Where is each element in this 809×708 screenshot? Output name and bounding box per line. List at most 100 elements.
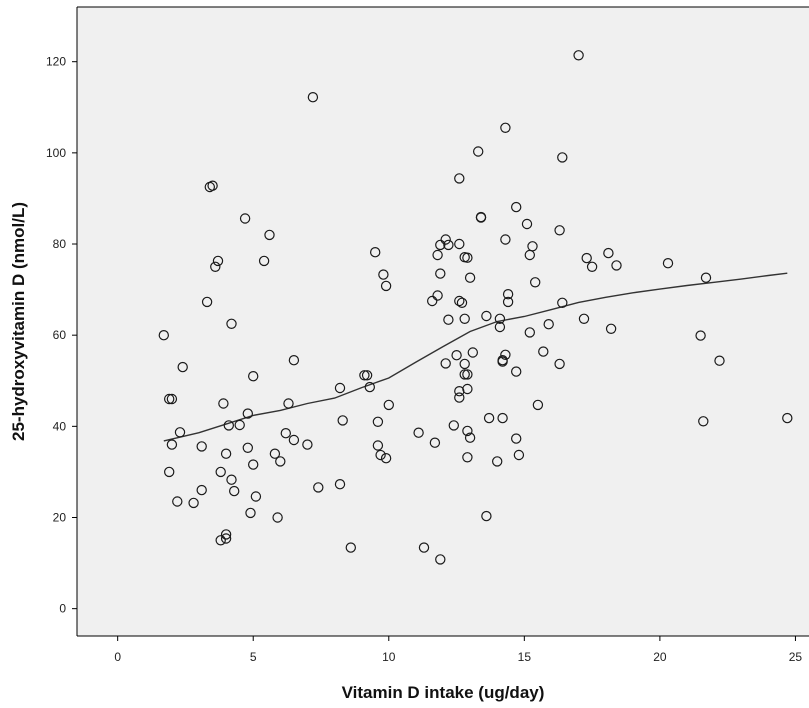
data-point: [418, 542, 430, 553]
data-point: [283, 398, 294, 409]
data-point: [662, 258, 674, 269]
data-point: [380, 280, 392, 292]
data-point: [513, 449, 525, 461]
data-point: [454, 386, 465, 397]
data-point: [443, 239, 454, 251]
y-tick-label: 80: [53, 237, 67, 251]
data-point: [554, 225, 565, 236]
data-point: [432, 249, 443, 261]
x-tick-label: 25: [789, 650, 803, 664]
data-point: [440, 358, 451, 369]
data-point: [380, 453, 392, 464]
data-point: [272, 512, 283, 523]
data-point: [462, 252, 473, 263]
data-point: [464, 432, 476, 443]
data-point: [432, 290, 443, 301]
data-point: [302, 439, 313, 450]
data-point: [218, 398, 229, 409]
data-point: [215, 466, 226, 478]
data-point: [532, 399, 544, 411]
y-tick-label: 20: [53, 510, 67, 524]
data-point: [226, 474, 237, 485]
data-point: [497, 412, 508, 424]
data-point: [264, 229, 275, 241]
data-point: [435, 239, 446, 251]
ticks: 0 5 10 15 20 25 0 20 40 60 80 100 120: [46, 55, 802, 664]
data-point: [220, 529, 232, 540]
data-point: [554, 358, 565, 370]
data-point: [459, 369, 470, 380]
data-point: [586, 261, 598, 272]
data-point: [481, 510, 492, 522]
x-axis-title: Vitamin D intake (ug/day): [342, 683, 545, 702]
data-point: [454, 392, 465, 403]
data-point: [521, 218, 533, 230]
data-point: [543, 319, 554, 330]
data-point: [459, 313, 470, 324]
data-point: [242, 408, 253, 419]
data-point: [245, 507, 256, 519]
y-tick-label: 0: [59, 602, 66, 616]
data-point: [500, 122, 511, 134]
data-point: [782, 412, 793, 424]
data-point: [361, 370, 373, 381]
data-point: [435, 268, 446, 279]
x-tick-label: 20: [653, 650, 667, 664]
data-point: [207, 180, 218, 191]
data-point: [220, 448, 232, 459]
data-points: [158, 50, 793, 565]
data-point: [475, 211, 487, 223]
data-point: [454, 295, 465, 307]
data-point: [364, 381, 375, 393]
data-point: [454, 173, 465, 184]
data-point: [473, 146, 484, 157]
data-point: [698, 416, 709, 427]
data-point: [196, 484, 207, 496]
data-point: [429, 437, 441, 448]
data-point: [557, 152, 568, 163]
data-point: [242, 442, 253, 453]
y-tick-label: 120: [46, 55, 66, 69]
x-tick-label: 15: [518, 650, 532, 664]
data-point: [492, 456, 503, 467]
axes: [76, 6, 809, 637]
data-point: [530, 277, 541, 288]
data-point: [502, 296, 514, 308]
data-point: [234, 419, 245, 431]
data-point: [511, 366, 522, 377]
data-point: [269, 448, 281, 459]
data-point: [174, 427, 186, 438]
data-point: [464, 272, 476, 283]
data-point: [163, 393, 175, 405]
data-point: [462, 452, 473, 463]
data-point: [462, 369, 473, 380]
data-point: [578, 313, 590, 324]
data-point: [483, 412, 495, 424]
data-point: [215, 535, 226, 546]
data-point: [288, 434, 300, 446]
data-point: [440, 234, 451, 245]
data-point: [451, 350, 462, 361]
data-point: [247, 459, 259, 470]
x-tick-label: 10: [382, 650, 396, 664]
data-point: [201, 296, 213, 308]
y-tick-label: 100: [46, 146, 66, 160]
data-point: [500, 234, 511, 245]
data-point: [427, 295, 438, 307]
data-point: [481, 310, 492, 322]
data-point: [275, 456, 286, 467]
data-point: [307, 91, 319, 103]
data-point: [611, 260, 622, 271]
data-point: [177, 361, 188, 373]
fit-line: [163, 272, 788, 442]
x-tick-label: 0: [114, 650, 121, 664]
data-point: [500, 349, 511, 360]
data-point: [456, 297, 468, 308]
data-point: [166, 393, 178, 405]
data-point: [345, 542, 356, 553]
data-point: [188, 497, 199, 509]
data-point: [313, 482, 324, 493]
data-point: [228, 485, 240, 497]
data-point: [497, 355, 508, 366]
